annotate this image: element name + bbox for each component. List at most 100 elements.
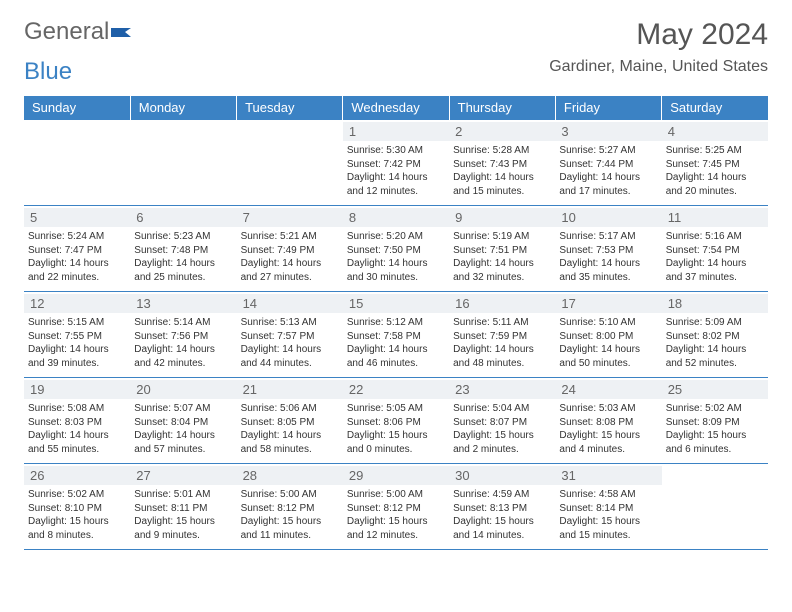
weekday-header: Wednesday: [343, 96, 449, 120]
day-details: Sunrise: 5:23 AMSunset: 7:48 PMDaylight:…: [134, 230, 232, 284]
day-details: Sunrise: 5:30 AMSunset: 7:42 PMDaylight:…: [347, 144, 445, 198]
day-details: Sunrise: 5:27 AMSunset: 7:44 PMDaylight:…: [559, 144, 657, 198]
calendar-cell: 2 Sunrise: 5:28 AMSunset: 7:43 PMDaylight…: [449, 120, 555, 206]
day-number: 16: [449, 294, 555, 313]
title-block: May 2024 Gardiner, Maine, United States: [549, 18, 768, 76]
day-details: Sunrise: 5:15 AMSunset: 7:55 PMDaylight:…: [28, 316, 126, 370]
day-number: 20: [130, 380, 236, 399]
weekday-header-row: SundayMondayTuesdayWednesdayThursdayFrid…: [24, 96, 768, 120]
calendar-cell: 6 Sunrise: 5:23 AMSunset: 7:48 PMDaylight…: [130, 206, 236, 292]
day-details: Sunrise: 5:06 AMSunset: 8:05 PMDaylight:…: [241, 402, 339, 456]
calendar-cell: 25 Sunrise: 5:02 AMSunset: 8:09 PMDayligh…: [662, 378, 768, 464]
location: Gardiner, Maine, United States: [549, 58, 768, 76]
day-number: 11: [662, 208, 768, 227]
calendar-cell: 28 Sunrise: 5:00 AMSunset: 8:12 PMDayligh…: [237, 464, 343, 550]
calendar-cell: [237, 120, 343, 206]
day-details: Sunrise: 5:13 AMSunset: 7:57 PMDaylight:…: [241, 316, 339, 370]
calendar-cell: 18Sunrise: 5:09 AMSunset: 8:02 PMDayligh…: [662, 292, 768, 378]
calendar-cell: 3 Sunrise: 5:27 AMSunset: 7:44 PMDaylight…: [555, 120, 661, 206]
day-details: Sunrise: 5:02 AMSunset: 8:10 PMDaylight:…: [28, 488, 126, 542]
calendar-cell: 8 Sunrise: 5:20 AMSunset: 7:50 PMDaylight…: [343, 206, 449, 292]
day-number: 28: [237, 466, 343, 485]
calendar-cell: 22 Sunrise: 5:05 AMSunset: 8:06 PMDayligh…: [343, 378, 449, 464]
day-details: Sunrise: 5:21 AMSunset: 7:49 PMDaylight:…: [241, 230, 339, 284]
calendar-cell: 29Sunrise: 5:00 AMSunset: 8:12 PMDayligh…: [343, 464, 449, 550]
day-details: Sunrise: 5:11 AMSunset: 7:59 PMDaylight:…: [453, 316, 551, 370]
weekday-header: Friday: [555, 96, 661, 120]
day-details: Sunrise: 5:17 AMSunset: 7:53 PMDaylight:…: [559, 230, 657, 284]
calendar-cell: 7Sunrise: 5:21 AMSunset: 7:49 PMDaylight…: [237, 206, 343, 292]
calendar-cell: [662, 464, 768, 550]
day-details: Sunrise: 5:19 AMSunset: 7:51 PMDaylight:…: [453, 230, 551, 284]
calendar-cell: 11 Sunrise: 5:16 AMSunset: 7:54 PMDayligh…: [662, 206, 768, 292]
calendar-table: SundayMondayTuesdayWednesdayThursdayFrid…: [24, 96, 768, 550]
day-details: Sunrise: 4:58 AMSunset: 8:14 PMDaylight:…: [559, 488, 657, 542]
day-details: Sunrise: 5:20 AMSunset: 7:50 PMDaylight:…: [347, 230, 445, 284]
day-details: Sunrise: 5:00 AMSunset: 8:12 PMDaylight:…: [241, 488, 339, 542]
day-details: Sunrise: 5:01 AMSunset: 8:11 PMDaylight:…: [134, 488, 232, 542]
day-number: 17: [555, 294, 661, 313]
day-details: Sunrise: 5:07 AMSunset: 8:04 PMDaylight:…: [134, 402, 232, 456]
day-number: 26: [24, 466, 130, 485]
calendar-cell: 5 Sunrise: 5:24 AMSunset: 7:47 PMDaylight…: [24, 206, 130, 292]
calendar-week-row: 12Sunrise: 5:15 AMSunset: 7:55 PMDayligh…: [24, 292, 768, 378]
calendar-cell: 14Sunrise: 5:13 AMSunset: 7:57 PMDayligh…: [237, 292, 343, 378]
day-number: 1: [343, 122, 449, 141]
day-details: Sunrise: 5:04 AMSunset: 8:07 PMDaylight:…: [453, 402, 551, 456]
calendar-cell: 17 Sunrise: 5:10 AMSunset: 8:00 PMDayligh…: [555, 292, 661, 378]
weekday-header: Saturday: [662, 96, 768, 120]
day-details: Sunrise: 5:08 AMSunset: 8:03 PMDaylight:…: [28, 402, 126, 456]
calendar-cell: 9 Sunrise: 5:19 AMSunset: 7:51 PMDaylight…: [449, 206, 555, 292]
calendar-cell: 31Sunrise: 4:58 AMSunset: 8:14 PMDayligh…: [555, 464, 661, 550]
day-number: 21: [237, 380, 343, 399]
calendar-week-row: 1 Sunrise: 5:30 AMSunset: 7:42 PMDaylight…: [24, 120, 768, 206]
calendar-cell: 30Sunrise: 4:59 AMSunset: 8:13 PMDayligh…: [449, 464, 555, 550]
day-details: Sunrise: 5:14 AMSunset: 7:56 PMDaylight:…: [134, 316, 232, 370]
logo-text-2: Blue: [24, 58, 72, 85]
day-details: Sunrise: 5:10 AMSunset: 8:00 PMDaylight:…: [559, 316, 657, 370]
calendar-cell: [130, 120, 236, 206]
day-number: 25: [662, 380, 768, 399]
calendar-cell: 27Sunrise: 5:01 AMSunset: 8:11 PMDayligh…: [130, 464, 236, 550]
day-number: 22: [343, 380, 449, 399]
day-number: 23: [449, 380, 555, 399]
day-details: Sunrise: 5:16 AMSunset: 7:54 PMDaylight:…: [666, 230, 764, 284]
day-details: Sunrise: 5:25 AMSunset: 7:45 PMDaylight:…: [666, 144, 764, 198]
day-number: 6: [130, 208, 236, 227]
calendar-cell: 15Sunrise: 5:12 AMSunset: 7:58 PMDayligh…: [343, 292, 449, 378]
calendar-cell: 24 Sunrise: 5:03 AMSunset: 8:08 PMDayligh…: [555, 378, 661, 464]
day-details: Sunrise: 4:59 AMSunset: 8:13 PMDaylight:…: [453, 488, 551, 542]
calendar-cell: 16 Sunrise: 5:11 AMSunset: 7:59 PMDayligh…: [449, 292, 555, 378]
weekday-header: Tuesday: [237, 96, 343, 120]
weekday-header: Thursday: [449, 96, 555, 120]
day-details: Sunrise: 5:24 AMSunset: 7:47 PMDaylight:…: [28, 230, 126, 284]
day-number: 2: [449, 122, 555, 141]
calendar-cell: 12Sunrise: 5:15 AMSunset: 7:55 PMDayligh…: [24, 292, 130, 378]
calendar-body: 1 Sunrise: 5:30 AMSunset: 7:42 PMDaylight…: [24, 120, 768, 550]
calendar-cell: 23 Sunrise: 5:04 AMSunset: 8:07 PMDayligh…: [449, 378, 555, 464]
day-details: Sunrise: 5:12 AMSunset: 7:58 PMDaylight:…: [347, 316, 445, 370]
day-details: Sunrise: 5:05 AMSunset: 8:06 PMDaylight:…: [347, 402, 445, 456]
calendar-week-row: 26 Sunrise: 5:02 AMSunset: 8:10 PMDayligh…: [24, 464, 768, 550]
logo: General: [24, 18, 133, 46]
calendar-cell: 10 Sunrise: 5:17 AMSunset: 7:53 PMDayligh…: [555, 206, 661, 292]
day-number: 19: [24, 380, 130, 399]
day-details: Sunrise: 5:03 AMSunset: 8:08 PMDaylight:…: [559, 402, 657, 456]
day-number: 24: [555, 380, 661, 399]
day-details: Sunrise: 5:02 AMSunset: 8:09 PMDaylight:…: [666, 402, 764, 456]
day-details: Sunrise: 5:09 AMSunset: 8:02 PMDaylight:…: [666, 316, 764, 370]
day-number: 9: [449, 208, 555, 227]
calendar-week-row: 19 Sunrise: 5:08 AMSunset: 8:03 PMDayligh…: [24, 378, 768, 464]
day-number: 29: [343, 466, 449, 485]
calendar-cell: 1 Sunrise: 5:30 AMSunset: 7:42 PMDaylight…: [343, 120, 449, 206]
day-number: 3: [555, 122, 661, 141]
calendar-cell: 20 Sunrise: 5:07 AMSunset: 8:04 PMDayligh…: [130, 378, 236, 464]
day-number: 8: [343, 208, 449, 227]
day-number: 10: [555, 208, 661, 227]
calendar-cell: 19 Sunrise: 5:08 AMSunset: 8:03 PMDayligh…: [24, 378, 130, 464]
day-number: 13: [130, 294, 236, 313]
calendar-week-row: 5 Sunrise: 5:24 AMSunset: 7:47 PMDaylight…: [24, 206, 768, 292]
day-number: 4: [662, 122, 768, 141]
day-details: Sunrise: 5:28 AMSunset: 7:43 PMDaylight:…: [453, 144, 551, 198]
day-number: 5: [24, 208, 130, 227]
